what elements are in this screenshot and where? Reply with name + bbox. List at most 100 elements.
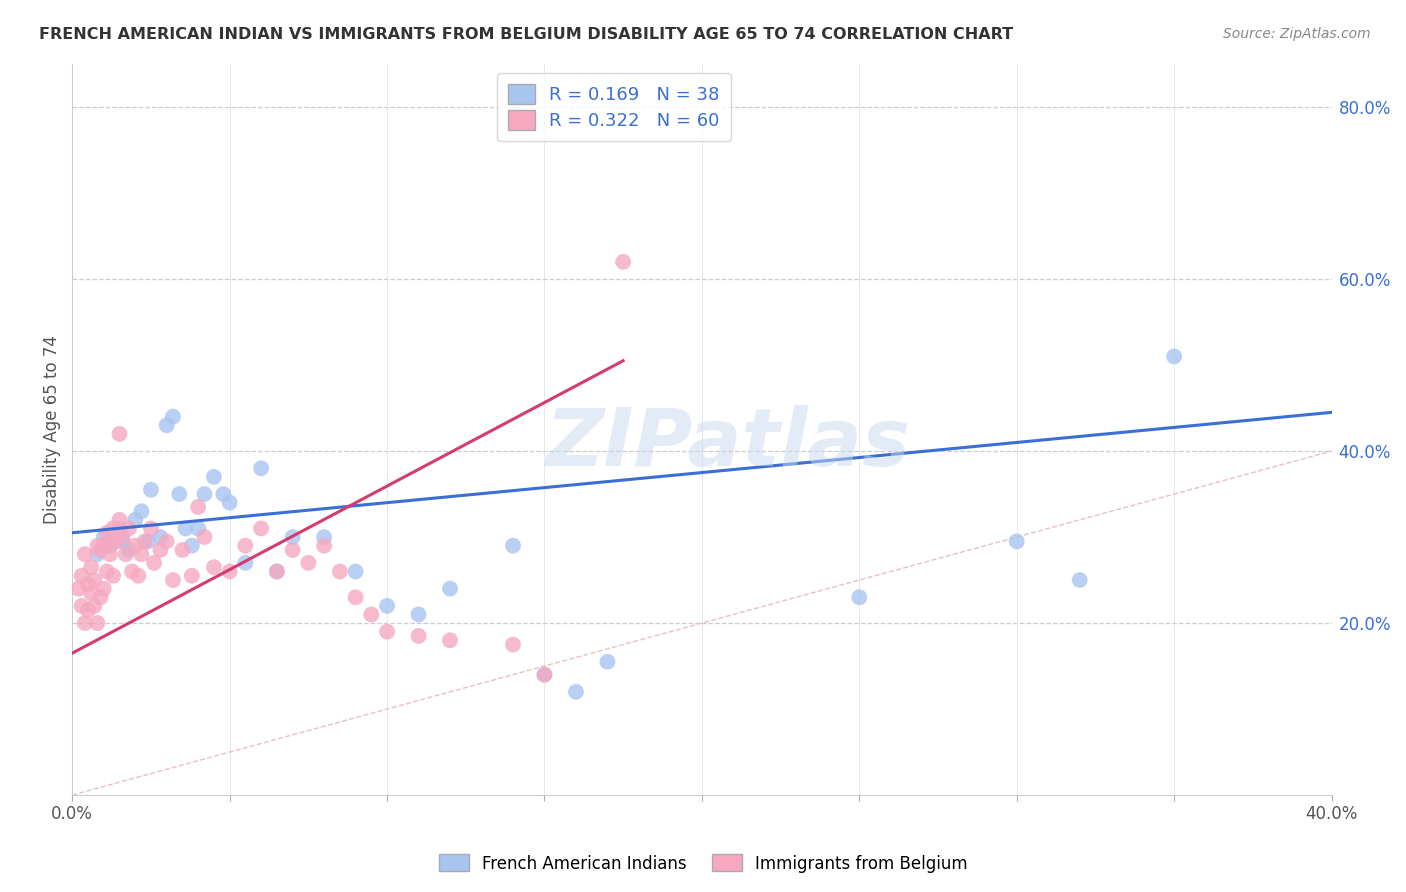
- Point: [1163, 350, 1185, 364]
- Point: [131, 547, 153, 561]
- Point: [172, 543, 194, 558]
- Point: [86, 616, 108, 631]
- Point: [180, 568, 202, 582]
- Point: [174, 521, 197, 535]
- Point: [281, 543, 304, 558]
- Point: [344, 591, 367, 605]
- Point: [565, 685, 588, 699]
- Point: [80, 560, 103, 574]
- Point: [139, 521, 162, 535]
- Point: [111, 534, 134, 549]
- Point: [1069, 573, 1091, 587]
- Point: [136, 534, 159, 549]
- Point: [83, 599, 105, 613]
- Point: [90, 591, 112, 605]
- Point: [98, 539, 121, 553]
- Point: [131, 504, 153, 518]
- Legend: French American Indians, Immigrants from Belgium: French American Indians, Immigrants from…: [432, 847, 974, 880]
- Text: Source: ZipAtlas.com: Source: ZipAtlas.com: [1223, 27, 1371, 41]
- Point: [149, 530, 172, 544]
- Point: [212, 487, 235, 501]
- Point: [187, 521, 209, 535]
- Point: [96, 565, 118, 579]
- Point: [101, 568, 124, 582]
- Point: [93, 539, 115, 553]
- Point: [108, 513, 131, 527]
- Point: [70, 568, 93, 582]
- Point: [439, 582, 461, 596]
- Point: [202, 470, 225, 484]
- Point: [193, 530, 215, 544]
- Point: [149, 543, 172, 558]
- Point: [118, 543, 141, 558]
- Point: [134, 534, 156, 549]
- Point: [314, 539, 336, 553]
- Point: [235, 556, 257, 570]
- Point: [156, 534, 179, 549]
- Point: [1005, 534, 1028, 549]
- Point: [86, 539, 108, 553]
- Point: [297, 556, 319, 570]
- Point: [105, 534, 128, 549]
- Point: [612, 255, 634, 269]
- Point: [533, 667, 555, 681]
- Point: [408, 607, 430, 622]
- Point: [375, 599, 398, 613]
- Point: [77, 603, 100, 617]
- Point: [596, 655, 619, 669]
- Point: [121, 565, 143, 579]
- Point: [124, 539, 146, 553]
- Point: [83, 573, 105, 587]
- Point: [139, 483, 162, 497]
- Point: [124, 513, 146, 527]
- Point: [502, 638, 524, 652]
- Point: [375, 624, 398, 639]
- Point: [67, 582, 90, 596]
- Point: [266, 565, 288, 579]
- Point: [108, 521, 131, 535]
- Point: [80, 586, 103, 600]
- Point: [127, 568, 149, 582]
- Point: [360, 607, 382, 622]
- Point: [187, 500, 209, 514]
- Point: [93, 530, 115, 544]
- Point: [202, 560, 225, 574]
- Point: [101, 521, 124, 535]
- Point: [98, 547, 121, 561]
- Point: [344, 565, 367, 579]
- Text: ZIPatlas: ZIPatlas: [544, 405, 910, 483]
- Point: [73, 547, 96, 561]
- Point: [156, 418, 179, 433]
- Point: [848, 591, 870, 605]
- Point: [281, 530, 304, 544]
- Point: [77, 577, 100, 591]
- Point: [180, 539, 202, 553]
- Y-axis label: Disability Age 65 to 74: Disability Age 65 to 74: [44, 335, 60, 524]
- Point: [439, 633, 461, 648]
- Point: [162, 409, 184, 424]
- Legend: R = 0.169   N = 38, R = 0.322   N = 60: R = 0.169 N = 38, R = 0.322 N = 60: [496, 73, 731, 141]
- Point: [98, 534, 121, 549]
- Text: FRENCH AMERICAN INDIAN VS IMMIGRANTS FROM BELGIUM DISABILITY AGE 65 TO 74 CORREL: FRENCH AMERICAN INDIAN VS IMMIGRANTS FRO…: [39, 27, 1014, 42]
- Point: [169, 487, 191, 501]
- Point: [314, 530, 336, 544]
- Point: [250, 521, 273, 535]
- Point: [193, 487, 215, 501]
- Point: [502, 539, 524, 553]
- Point: [250, 461, 273, 475]
- Point: [533, 667, 555, 681]
- Point: [218, 565, 240, 579]
- Point: [111, 530, 134, 544]
- Point: [114, 547, 136, 561]
- Point: [96, 525, 118, 540]
- Point: [218, 496, 240, 510]
- Point: [118, 521, 141, 535]
- Point: [70, 599, 93, 613]
- Point: [86, 547, 108, 561]
- Point: [90, 543, 112, 558]
- Point: [408, 629, 430, 643]
- Point: [108, 426, 131, 441]
- Point: [73, 616, 96, 631]
- Point: [266, 565, 288, 579]
- Point: [143, 556, 166, 570]
